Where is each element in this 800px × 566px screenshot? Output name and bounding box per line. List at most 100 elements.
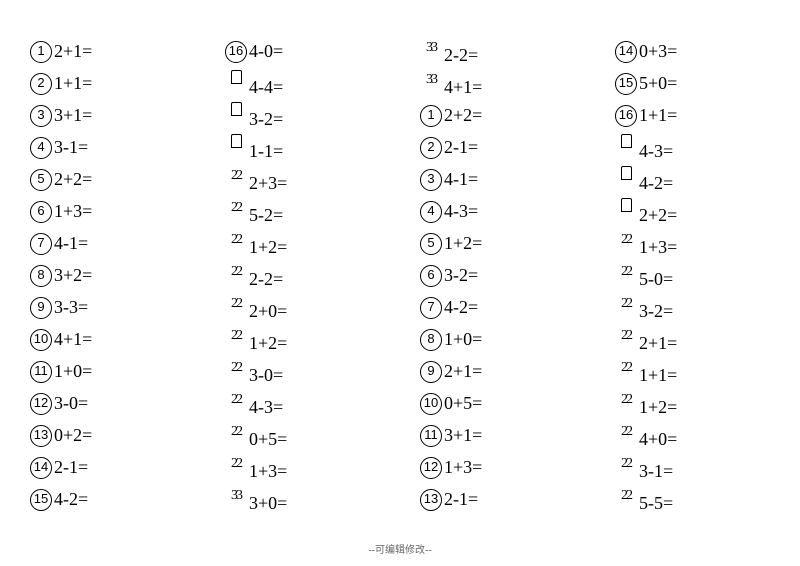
equation-text: 5-0= xyxy=(639,269,673,290)
equation-text: 4-2= xyxy=(639,173,673,194)
equation-row: 63-2= xyxy=(420,264,575,286)
equation-text: 3-0= xyxy=(54,393,88,414)
item-marker: 22 xyxy=(225,332,247,347)
item-marker: 15 xyxy=(30,488,52,510)
equation-text: 4+1= xyxy=(444,77,482,98)
column-1: 12+1=21+1=33+1=43-1=52+2=61+3=74-1=83+2=… xyxy=(30,40,185,510)
item-marker: 16 xyxy=(225,40,247,62)
item-marker: 7 xyxy=(30,232,52,254)
equation-row: 44-3= xyxy=(420,200,575,222)
item-marker xyxy=(225,74,247,92)
equation-text: 5-5= xyxy=(639,493,673,514)
equation-row: 224-3= xyxy=(225,392,380,414)
equation-text: 0+2= xyxy=(54,425,92,446)
item-marker: 22 xyxy=(225,396,247,411)
item-marker xyxy=(615,170,637,188)
equation-text: 4-3= xyxy=(249,397,283,418)
equation-row: 34-1= xyxy=(420,168,575,190)
equation-text: 0+5= xyxy=(249,429,287,450)
equation-text: 3-2= xyxy=(249,109,283,130)
equation-row: 92+1= xyxy=(420,360,575,382)
equation-text: 1+1= xyxy=(639,105,677,126)
item-marker: 4 xyxy=(420,200,442,222)
column-2: 164-0=4-4=3-2=1-1=222+3=225-2=221+2=222-… xyxy=(225,40,380,510)
worksheet-page: 12+1=21+1=33+1=43-1=52+2=61+3=74-1=83+2=… xyxy=(0,0,800,530)
equation-row: 220+5= xyxy=(225,424,380,446)
item-marker: 22 xyxy=(615,268,637,283)
item-marker: 1 xyxy=(30,40,52,62)
item-marker: 22 xyxy=(615,332,637,347)
equation-row: 222-2= xyxy=(225,264,380,286)
item-marker: 3 xyxy=(420,168,442,190)
item-marker: 2 xyxy=(420,136,442,158)
equation-row: 74-2= xyxy=(420,296,575,318)
equation-text: 1-1= xyxy=(249,141,283,162)
equation-text: 2-2= xyxy=(249,269,283,290)
equation-text: 2+1= xyxy=(444,361,482,382)
item-marker: 2 xyxy=(30,72,52,94)
item-marker: 15 xyxy=(615,72,637,94)
equation-text: 3+1= xyxy=(444,425,482,446)
item-marker: 12 xyxy=(30,392,52,414)
equation-row: 332-2= xyxy=(420,40,575,62)
equation-row: 223-0= xyxy=(225,360,380,382)
equation-text: 3-2= xyxy=(639,301,673,322)
equation-text: 2-2= xyxy=(444,45,478,66)
item-marker xyxy=(615,202,637,220)
equation-row: 4-2= xyxy=(615,168,770,190)
equation-text: 1+2= xyxy=(639,397,677,418)
equation-row: 4-3= xyxy=(615,136,770,158)
equation-text: 4-2= xyxy=(54,489,88,510)
item-marker: 22 xyxy=(225,300,247,315)
item-marker: 10 xyxy=(30,328,52,350)
equation-row: 223-2= xyxy=(615,296,770,318)
item-marker xyxy=(615,138,637,156)
item-marker: 22 xyxy=(615,428,637,443)
equation-text: 4-2= xyxy=(444,297,478,318)
item-marker: 1 xyxy=(420,104,442,126)
equation-row: 222+0= xyxy=(225,296,380,318)
equation-row: 334+1= xyxy=(420,72,575,94)
equation-text: 4+0= xyxy=(639,429,677,450)
equation-row: 222+1= xyxy=(615,328,770,350)
equation-row: 155+0= xyxy=(615,72,770,94)
equation-row: 21+1= xyxy=(30,72,185,94)
equation-row: 33+1= xyxy=(30,104,185,126)
equation-row: 221+2= xyxy=(615,392,770,414)
item-marker: 11 xyxy=(30,360,52,382)
item-marker: 5 xyxy=(420,232,442,254)
equation-row: 221+2= xyxy=(225,328,380,350)
item-marker: 13 xyxy=(420,488,442,510)
equation-text: 4-3= xyxy=(639,141,673,162)
equation-text: 1+0= xyxy=(444,329,482,350)
equation-row: 74-1= xyxy=(30,232,185,254)
equation-text: 3-1= xyxy=(639,461,673,482)
item-marker: 12 xyxy=(420,456,442,478)
equation-text: 3-3= xyxy=(54,297,88,318)
equation-text: 2+2= xyxy=(54,169,92,190)
equation-text: 2-1= xyxy=(444,489,478,510)
equation-text: 1+1= xyxy=(639,365,677,386)
equation-row: 81+0= xyxy=(420,328,575,350)
equation-text: 5+0= xyxy=(639,73,677,94)
equation-text: 5-2= xyxy=(249,205,283,226)
equation-row: 52+2= xyxy=(30,168,185,190)
equation-row: 43-1= xyxy=(30,136,185,158)
item-marker: 22 xyxy=(615,492,637,507)
equation-text: 4-1= xyxy=(444,169,478,190)
equation-text: 2+2= xyxy=(639,205,677,226)
equation-text: 3-2= xyxy=(444,265,478,286)
equation-text: 4+1= xyxy=(54,329,92,350)
equation-text: 0+3= xyxy=(639,41,677,62)
equation-row: 100+5= xyxy=(420,392,575,414)
item-marker: 4 xyxy=(30,136,52,158)
equation-text: 1+1= xyxy=(54,73,92,94)
equation-row: 123-0= xyxy=(30,392,185,414)
item-marker: 5 xyxy=(30,168,52,190)
item-marker: 13 xyxy=(30,424,52,446)
equation-row: 130+2= xyxy=(30,424,185,446)
item-marker: 22 xyxy=(615,300,637,315)
equation-text: 1+2= xyxy=(444,233,482,254)
equation-text: 4-0= xyxy=(249,41,283,62)
equation-row: 12+2= xyxy=(420,104,575,126)
